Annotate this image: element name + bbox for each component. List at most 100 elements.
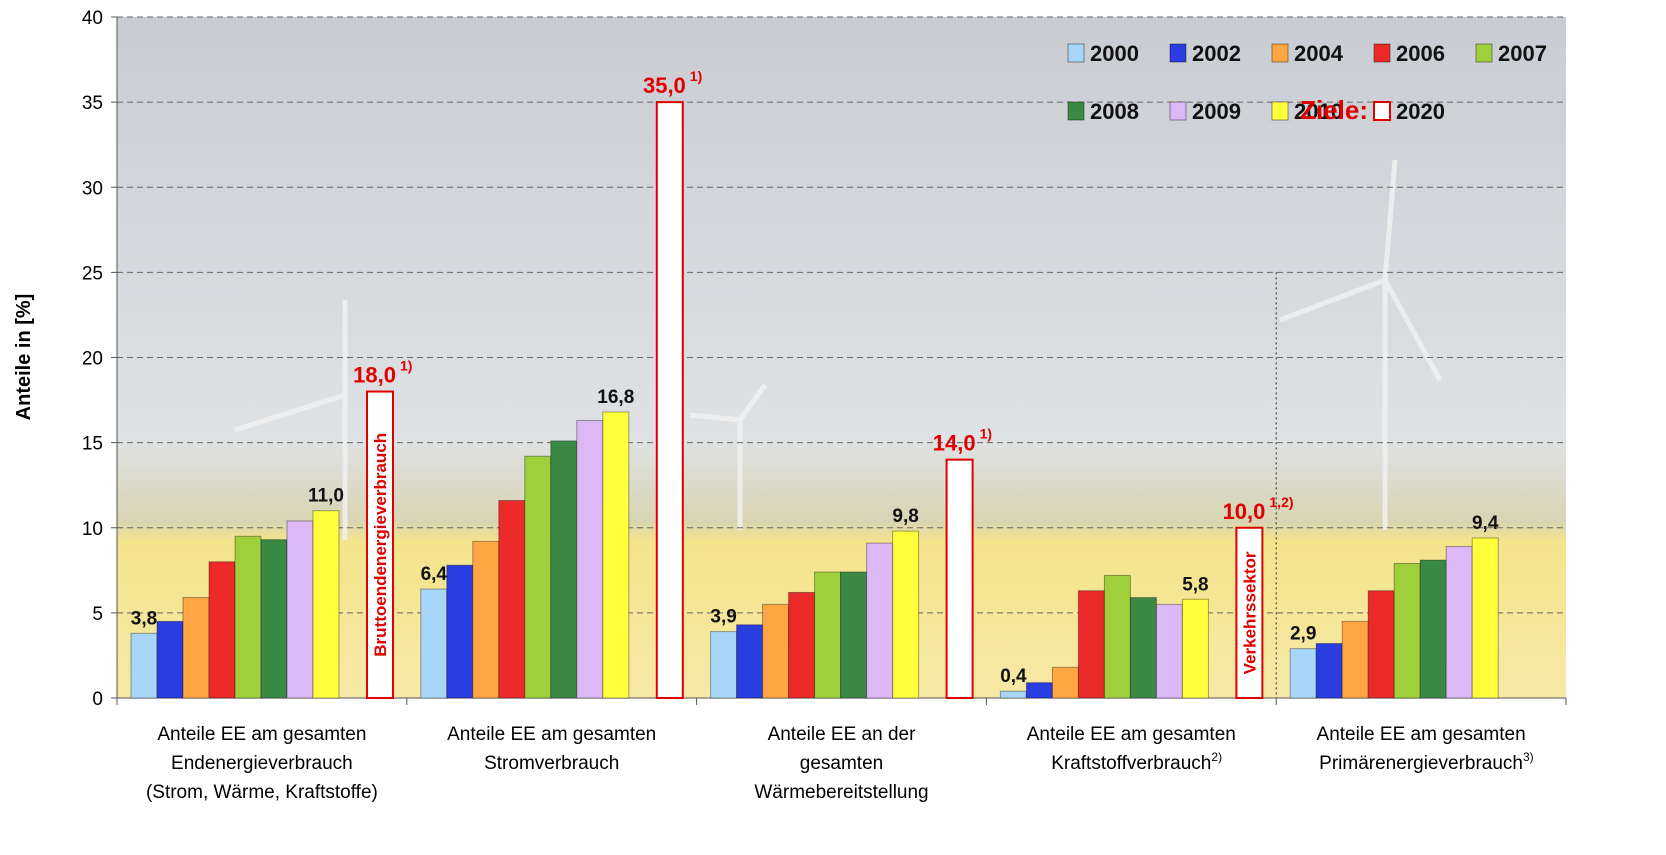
x-tick-label: Anteile EE am gesamten — [1317, 724, 1526, 745]
bar — [1394, 564, 1420, 698]
legend-label: 2000 — [1090, 41, 1139, 66]
x-tick-label: Anteile EE am gesamten — [447, 724, 656, 745]
bar — [867, 543, 893, 698]
y-tick-label: 30 — [82, 178, 103, 199]
bar — [947, 460, 973, 698]
y-tick-label: 35 — [82, 93, 103, 114]
y-tick-label: 10 — [82, 519, 103, 540]
bar — [789, 592, 815, 698]
bar — [447, 565, 473, 698]
legend-swatch — [1170, 44, 1186, 62]
value-label: 5,8 — [1182, 574, 1208, 595]
bar — [1368, 591, 1394, 698]
bar — [603, 412, 629, 698]
value-label: 10,0 — [1223, 499, 1266, 524]
bar-text: Verkehrssektor — [1240, 551, 1259, 674]
value-label-note: 1,2) — [1269, 494, 1293, 510]
value-label-note: 1) — [980, 426, 992, 442]
bar — [893, 531, 919, 698]
y-tick-label: 5 — [92, 604, 103, 625]
x-tick-label: (Strom, Wärme, Kraftstoffe) — [146, 782, 378, 803]
legend-label: 2006 — [1396, 41, 1445, 66]
legend-swatch — [1374, 102, 1390, 120]
x-tick-label: Wärmebereitstellung — [754, 782, 928, 803]
y-axis-label: Anteile in [%] — [13, 294, 35, 421]
bar — [421, 589, 447, 698]
bar — [499, 501, 525, 698]
value-label: 9,8 — [892, 506, 918, 527]
x-tick-label: Anteile EE am gesamten — [157, 724, 366, 745]
bar — [157, 621, 183, 698]
bar — [131, 633, 157, 698]
page: Anteile in [%] 0 5 10 15 20 25 30 35 40 Anteile E… — [0, 0, 1666, 855]
bar — [1472, 538, 1498, 698]
bar — [261, 540, 287, 698]
x-tick-label-note: 2) — [1211, 750, 1222, 764]
bar — [209, 562, 235, 698]
bar — [577, 420, 603, 698]
legend-swatch — [1272, 44, 1288, 62]
value-label: 18,0 — [353, 363, 396, 388]
x-tick-label-note: 3) — [1523, 750, 1534, 764]
y-tick-label: 15 — [82, 434, 103, 455]
value-label: 16,8 — [597, 387, 634, 408]
legend-label: 2002 — [1192, 41, 1241, 66]
value-label: 9,4 — [1472, 513, 1499, 534]
bar — [473, 541, 499, 698]
legend-prefix: Ziele: — [1300, 95, 1368, 125]
bar — [657, 102, 683, 698]
legend-label: 2009 — [1192, 99, 1241, 124]
legend-swatch — [1068, 44, 1084, 62]
value-label: 11,0 — [308, 486, 344, 507]
bar — [737, 625, 763, 698]
bar — [815, 572, 841, 698]
y-tick-label: 20 — [82, 349, 103, 370]
bar — [1052, 667, 1078, 698]
bar — [1078, 591, 1104, 698]
legend-swatch — [1170, 102, 1186, 120]
legend-swatch — [1272, 102, 1288, 120]
legend-label: 2004 — [1294, 41, 1344, 66]
value-label: 3,9 — [710, 607, 736, 628]
y-tick-label: 0 — [92, 689, 103, 710]
value-label: 6,4 — [421, 564, 448, 585]
legend-label: 2007 — [1498, 41, 1547, 66]
bar — [763, 604, 789, 698]
value-label: 2,9 — [1290, 624, 1316, 645]
y-tick-label: 40 — [82, 8, 103, 29]
bar — [1104, 575, 1130, 698]
x-tick-label: Stromverbrauch — [484, 753, 619, 774]
bar — [1446, 546, 1472, 698]
value-label: 35,0 — [643, 73, 686, 98]
bar — [313, 511, 339, 698]
x-tick-label: Anteile EE an der — [768, 724, 917, 745]
bar — [1026, 683, 1052, 698]
legend-swatch — [1374, 44, 1390, 62]
bar — [1130, 598, 1156, 698]
value-label-note: 1) — [690, 68, 702, 84]
legend-label: 2020 — [1396, 99, 1445, 124]
bar — [525, 456, 551, 698]
bar — [287, 521, 313, 698]
legend-swatch — [1068, 102, 1084, 120]
value-label-note: 1) — [400, 358, 412, 374]
bar — [1290, 649, 1316, 698]
bar — [711, 632, 737, 698]
chart: Anteile in [%] 0 5 10 15 20 25 30 35 40 Anteile E… — [0, 0, 1666, 855]
bar — [841, 572, 867, 698]
x-tick-label: Primärenergieverbrauch — [1319, 753, 1523, 774]
x-tick-label: Kraftstoffverbrauch — [1051, 753, 1211, 774]
bar — [183, 598, 209, 698]
legend-swatch — [1476, 44, 1492, 62]
value-label: 0,4 — [1000, 666, 1027, 687]
value-label: 14,0 — [933, 431, 976, 456]
value-label: 3,8 — [131, 608, 157, 629]
bar — [1156, 604, 1182, 698]
bar — [1420, 560, 1446, 698]
x-tick-label: Anteile EE am gesamten — [1027, 724, 1236, 745]
bar — [1316, 644, 1342, 698]
bar — [235, 536, 261, 698]
y-tick-label: 25 — [82, 263, 103, 284]
x-tick-label: Endenergieverbrauch — [171, 753, 353, 774]
bar — [1182, 599, 1208, 698]
